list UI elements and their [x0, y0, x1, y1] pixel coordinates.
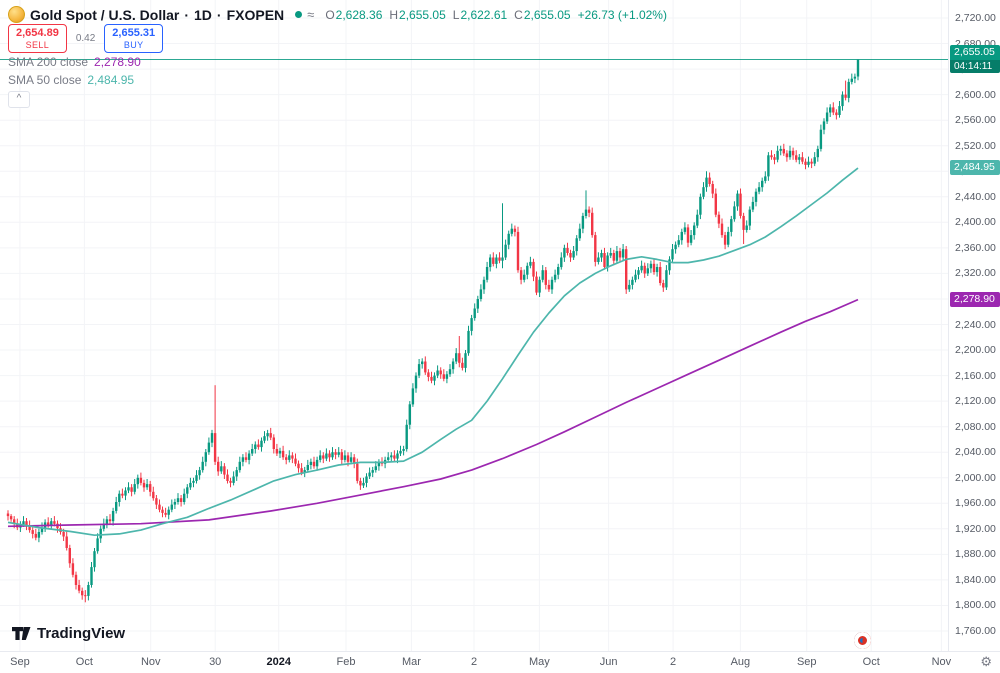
price-tick-label: 2,080.00: [955, 420, 996, 433]
price-tick-label: 2,720.00: [955, 12, 996, 24]
indicator-value: 2,278.90: [94, 55, 141, 69]
price-tick-label: 2,240.00: [955, 318, 996, 331]
time-tick-label: 2024: [266, 656, 291, 668]
ohlc-open: O2,628.36: [325, 7, 383, 22]
price-tick-label: 2,320.00: [955, 267, 996, 280]
buy-price: 2,655.31: [112, 27, 156, 39]
price-tick-label: 2,560.00: [955, 114, 996, 127]
price-tick-label: 1,880.00: [955, 548, 996, 561]
time-tick-label: Oct: [862, 656, 880, 668]
ohlc-low: L2,622.61: [452, 7, 508, 22]
spread-value: 0.42: [75, 32, 96, 44]
sell-label: SELL: [25, 39, 50, 50]
indicator-value: 2,484.95: [87, 73, 135, 87]
sma50-price-badge: 2,484.95: [950, 160, 1000, 176]
price-tick-label: 2,040.00: [955, 446, 996, 459]
separator: ·: [216, 6, 222, 23]
change-readout: +26.73 (+1.02%): [577, 7, 667, 22]
candlestick-chart[interactable]: [0, 0, 948, 651]
sma200-price-badge: 2,278.90: [950, 291, 1000, 307]
buy-button[interactable]: 2,655.31 BUY: [104, 24, 164, 53]
time-tick-label: Mar: [401, 656, 421, 668]
chart-pane[interactable]: Gold Spot / U.S. Dollar · 1D · FXOPEN ≈ …: [0, 0, 948, 651]
ohlc-readout: O2,628.36 H2,655.05 L2,622.61 C2,655.05 …: [325, 8, 667, 22]
trade-panel: 2,654.89 SELL 0.42 2,655.31 BUY: [8, 24, 164, 53]
time-tick-label: May: [529, 656, 550, 668]
price-tick-label: 1,920.00: [955, 522, 996, 535]
tradingview-logo[interactable]: TradingView: [12, 624, 125, 643]
price-tick-label: 2,000.00: [955, 471, 996, 484]
price-tick-label: 2,360.00: [955, 241, 996, 254]
last-price-badge: 2,655.05 04:14:11: [950, 45, 1000, 74]
price-tick-label: 2,440.00: [955, 190, 996, 203]
time-axis[interactable]: ⚙ Sep Oct Nov 30 2024 Feb Mar 2 May Jun 2 Aug Sep Oct…: [0, 651, 1000, 673]
market-status-icon[interactable]: [295, 11, 303, 18]
time-tick-label: Sep: [10, 656, 30, 668]
buy-label: BUY: [123, 39, 144, 50]
time-tick-label: Feb: [336, 656, 356, 668]
time-tick-label: Sep: [796, 656, 817, 668]
axis-settings-gear-icon[interactable]: ⚙: [980, 654, 992, 669]
price-tick-label: 1,960.00: [955, 497, 996, 510]
price-tick-label: 1,840.00: [955, 573, 996, 586]
fxopen-logo-icon[interactable]: [854, 632, 871, 649]
price-tick-label: 2,120.00: [955, 395, 996, 408]
time-tick-label: Oct: [75, 656, 93, 668]
tradingview-logo-text: TradingView: [37, 625, 126, 642]
price-tick-label: 2,520.00: [955, 139, 996, 152]
time-tick-label: Jun: [599, 656, 618, 668]
indicator-legend-sma50[interactable]: SMA 50 close 2,484.95: [8, 73, 134, 87]
price-tick-label: 2,400.00: [955, 216, 996, 229]
indicator-legend-sma200[interactable]: SMA 200 close 2,278.90: [8, 55, 141, 69]
time-tick-label: 30: [209, 656, 222, 668]
price-tick-label: 2,160.00: [955, 369, 996, 382]
indicator-name: SMA 200 close: [8, 55, 89, 69]
time-tick-label: 2: [470, 656, 478, 668]
ohlc-close: C2,655.05: [514, 7, 571, 22]
symbol-header: Gold Spot / U.S. Dollar · 1D · FXOPEN ≈ …: [8, 6, 667, 23]
sell-button[interactable]: 2,654.89 SELL: [8, 24, 67, 53]
time-tick-label: 2: [670, 656, 677, 668]
bar-countdown: 04:14:11: [950, 60, 1000, 74]
time-tick-label: Nov: [931, 656, 952, 668]
price-tick-label: 1,760.00: [955, 625, 996, 637]
ohlc-high: H2,655.05: [389, 7, 446, 22]
price-tick-label: 1,800.00: [955, 599, 996, 612]
tradingview-mark-icon: [12, 627, 31, 640]
interval-button[interactable]: 1D: [194, 6, 212, 23]
price-tick-label: 2,600.00: [955, 88, 996, 101]
exchange-label[interactable]: FXOPEN: [226, 6, 285, 23]
indicator-name: SMA 50 close: [8, 73, 82, 87]
time-tick-label: Nov: [140, 656, 161, 668]
separator: ·: [184, 6, 190, 23]
price-axis[interactable]: 2,720.002,680.002,640.002,600.002,560.00…: [948, 0, 1000, 651]
symbol-name[interactable]: Gold Spot / U.S. Dollar: [30, 6, 180, 23]
collapse-indicators-button[interactable]: ^: [8, 91, 30, 108]
approx-data-icon[interactable]: ≈: [307, 7, 315, 22]
sell-price: 2,654.89: [16, 27, 59, 39]
time-tick-label: Aug: [730, 656, 751, 668]
price-tick-label: 2,200.00: [955, 344, 996, 357]
gold-symbol-icon: [8, 6, 25, 23]
